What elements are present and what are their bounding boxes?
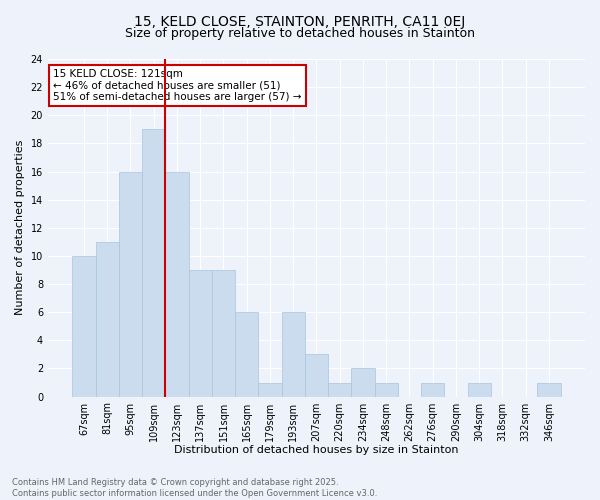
Bar [212, 270, 235, 396]
Text: Size of property relative to detached houses in Stainton: Size of property relative to detached ho… [125, 28, 475, 40]
Text: 15, KELD CLOSE, STAINTON, PENRITH, CA11 0EJ: 15, KELD CLOSE, STAINTON, PENRITH, CA11 … [134, 15, 466, 29]
Bar [235, 312, 259, 396]
Bar [142, 130, 166, 396]
Bar [119, 172, 142, 396]
X-axis label: Distribution of detached houses by size in Stainton: Distribution of detached houses by size … [174, 445, 459, 455]
Y-axis label: Number of detached properties: Number of detached properties [15, 140, 25, 316]
Bar [374, 382, 398, 396]
Text: Contains HM Land Registry data © Crown copyright and database right 2025.
Contai: Contains HM Land Registry data © Crown c… [12, 478, 377, 498]
Bar [73, 256, 95, 396]
Bar [467, 382, 491, 396]
Bar [95, 242, 119, 396]
Bar [328, 382, 352, 396]
Text: 15 KELD CLOSE: 121sqm
← 46% of detached houses are smaller (51)
51% of semi-deta: 15 KELD CLOSE: 121sqm ← 46% of detached … [53, 69, 302, 102]
Bar [281, 312, 305, 396]
Bar [538, 382, 560, 396]
Bar [259, 382, 281, 396]
Bar [352, 368, 374, 396]
Bar [166, 172, 188, 396]
Bar [305, 354, 328, 397]
Bar [421, 382, 445, 396]
Bar [188, 270, 212, 396]
